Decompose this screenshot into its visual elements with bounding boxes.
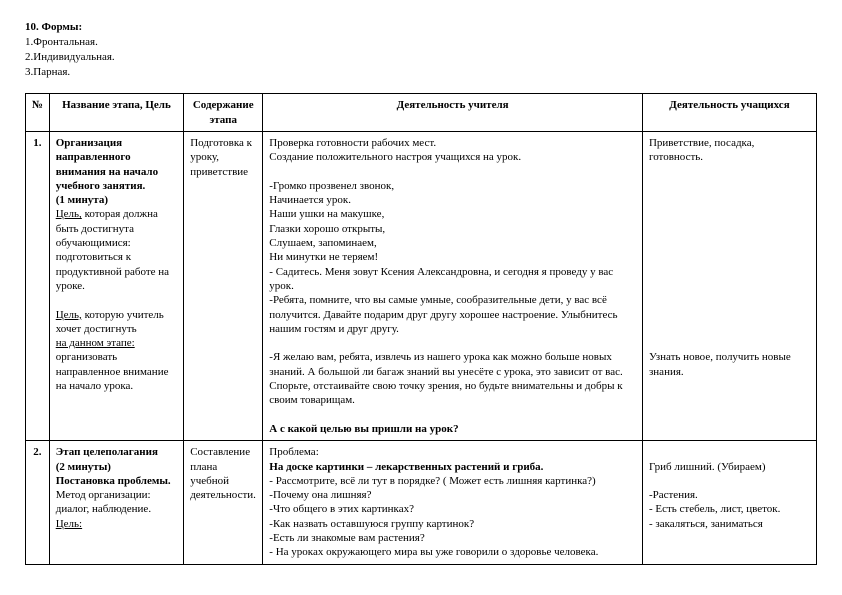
goal-text: организовать направленное внимание на на… [56,351,169,392]
text-line: -Громко прозвенел звонок, [269,180,394,192]
text-line: - закаляться, заниматься [649,518,763,530]
text-line: Гриб лишний. (Убираем) [649,461,766,473]
teacher-cell: Проблема: На доске картинки – лекарствен… [263,441,643,564]
lesson-plan-table: № Название этапа, Цель Содержание этапа … [25,93,817,564]
text-line: - Садитесь. Меня зовут Ксения Александро… [269,266,613,292]
text-line: -Я желаю вам, ребята, извлечь из нашего … [269,351,622,406]
list-item: 2.Индивидуальная. [25,50,817,65]
stage-subtitle: Постановка проблемы. [56,475,171,487]
method-text: Метод организации: диалог, наблюдение. [56,489,151,515]
text-line: - Есть стебель, лист, цветок. [649,503,780,515]
text-line: Проверка готовности рабочих мест. [269,137,436,149]
table-row: 1. Организация направленного внимания на… [26,131,817,440]
goal-text: которая должна быть достигнута обучающим… [56,208,169,291]
goal-label: Цель, [56,208,82,220]
text-line: Наши ушки на макушке, [269,208,384,220]
col-stage: Название этапа, Цель [49,94,183,132]
stage-duration: (2 минуты) [56,461,111,473]
stage-cell: Этап целеполагания (2 минуты) Постановка… [49,441,183,564]
stage-duration: (1 минута) [56,194,108,206]
text-line: -Ребята, помните, что вы самые умные, со… [269,294,617,335]
text-line: А с какой целью вы пришли на урок? [269,423,458,435]
text-line: Глазки хорошо открыты, [269,223,385,235]
stage-cell: Организация направленного внимания на на… [49,131,183,440]
col-teacher: Деятельность учителя [263,94,643,132]
forms-section: 10. Формы: 1.Фронтальная. 2.Индивидуальн… [25,20,817,79]
teacher-cell: Проверка готовности рабочих мест. Создан… [263,131,643,440]
text-line: -Как назвать оставшуюся группу картинок? [269,518,474,530]
forms-list: 1.Фронтальная. 2.Индивидуальная. 3.Парна… [25,35,817,80]
forms-header: 10. Формы: [25,21,82,33]
student-cell: Приветствие, посадка, готовность. Узнать… [642,131,816,440]
list-item: 1.Фронтальная. [25,35,817,50]
col-num: № [26,94,50,132]
col-content: Содержание этапа [184,94,263,132]
row-num: 2. [26,441,50,564]
content-cell: Подготовка к уроку, приветствие [184,131,263,440]
text-line: -Почему она лишняя? [269,489,371,501]
text-line: Узнать новое, получить новые знания. [649,351,791,377]
text-line: Приветствие, посадка, готовность. [649,137,754,163]
table-row: 2. Этап целеполагания (2 минуты) Постано… [26,441,817,564]
text-line: - На уроках окружающего мира вы уже гово… [269,546,598,558]
text-line: Начинается урок. [269,194,351,206]
content-cell: Составление плана учебной деятельности. [184,441,263,564]
text-line: Слушаем, запоминаем, [269,237,377,249]
text-line: Ни минутки не теряем! [269,251,378,263]
text-line: -Что общего в этих картинках? [269,503,414,515]
goal-label: Цель: [56,518,82,530]
text-line: Создание положительного настроя учащихся… [269,151,521,163]
goal-label: на данном этапе: [56,337,135,349]
text-line: На доске картинки – лекарственных растен… [269,461,543,473]
stage-title: Организация направленного внимания на на… [56,137,158,192]
stage-title: Этап целеполагания [56,446,158,458]
list-item: 3.Парная. [25,65,817,80]
row-num: 1. [26,131,50,440]
text-line: Проблема: [269,446,318,458]
table-header-row: № Название этапа, Цель Содержание этапа … [26,94,817,132]
goal-label: Цель, [56,309,82,321]
col-student: Деятельность учащихся [642,94,816,132]
student-cell: Гриб лишний. (Убираем) -Растения. - Есть… [642,441,816,564]
text-line: -Есть ли знакомые вам растения? [269,532,424,544]
text-line: -Растения. [649,489,698,501]
text-line: - Рассмотрите, всё ли тут в порядке? ( М… [269,475,595,487]
